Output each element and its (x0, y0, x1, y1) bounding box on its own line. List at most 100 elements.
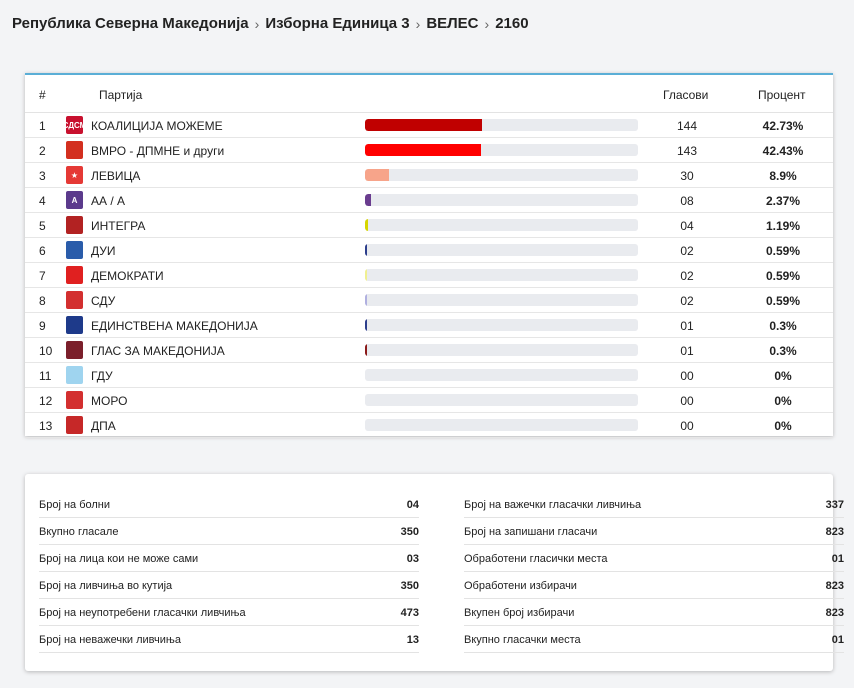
header-percent: Процент (758, 88, 806, 102)
vote-percent: 42.73% (762, 119, 804, 133)
row-number: 11 (39, 369, 52, 383)
stat-value: 337 (825, 499, 844, 511)
vote-share-fill (365, 144, 481, 156)
table-row: 11 ГДУ 00 0% (25, 363, 833, 388)
stat-value: 823 (825, 580, 844, 592)
vote-share-bar (365, 369, 638, 381)
vote-percent: 0.3% (769, 319, 797, 333)
stat-item: Број на запишани гласачи 823 (464, 518, 844, 545)
votes-count: 00 (680, 369, 694, 383)
votes-count: 02 (680, 269, 694, 283)
chevron-right-icon: › (254, 15, 260, 32)
vote-percent: 2.37% (765, 194, 801, 208)
stat-item: Вкупен број избирачи 823 (464, 599, 844, 626)
row-number: 3 (39, 169, 46, 183)
vote-share-bar (365, 269, 638, 281)
party-name: МОРО (91, 394, 128, 408)
stat-label: Вкупно гласале (39, 526, 119, 538)
edinstvena-logo-icon (66, 316, 83, 334)
votes-count: 144 (676, 119, 698, 133)
votes-count: 02 (680, 244, 694, 258)
breadcrumb-country[interactable]: Република Северна Македонија (12, 15, 249, 32)
table-header: # Партија Гласови Процент (25, 75, 833, 113)
table-row: 8 СДУ 02 0.59% (25, 288, 833, 313)
breadcrumb-municipality[interactable]: ВЕЛЕС (426, 15, 479, 32)
party-name: КОАЛИЦИЈА МОЖЕМЕ (91, 119, 223, 133)
breadcrumb-unit[interactable]: Изборна Единица 3 (265, 15, 410, 32)
stat-value: 03 (406, 553, 419, 565)
header-votes: Гласови (663, 88, 709, 102)
vote-percent: 8.9% (769, 169, 797, 183)
vote-share-fill (365, 319, 367, 331)
aa-logo-icon: A (66, 191, 83, 209)
vote-percent: 0% (774, 419, 792, 433)
breadcrumb-station: 2160 (495, 15, 529, 32)
stats-panel: Број на болни 04 Вкупно гласале 350 Број на … (25, 474, 844, 671)
table-row: 5 ИНТЕГРА 04 1.19% (25, 213, 833, 238)
stat-label: Број на неупотребени гласачки ливчиња (39, 607, 246, 619)
row-number: 4 (39, 194, 46, 208)
vote-share-fill (365, 194, 372, 206)
vote-share-fill (365, 294, 367, 306)
votes-count: 01 (680, 319, 694, 333)
glas-logo-icon (66, 341, 83, 359)
stat-value: 04 (406, 499, 419, 511)
chevron-right-icon: › (484, 15, 490, 32)
vote-share-bar (365, 344, 638, 356)
table-row: 4 A АА / А 08 2.37% (25, 188, 833, 213)
vote-share-bar (365, 319, 638, 331)
row-number: 2 (39, 144, 46, 158)
vote-share-bar (365, 194, 638, 206)
votes-count: 00 (680, 419, 694, 433)
stat-item: Обработени гласички места 01 (464, 545, 844, 572)
stat-value: 473 (400, 607, 419, 619)
party-name: ВМРО - ДПМНЕ и други (91, 144, 225, 158)
stat-label: Број на лица кои не може сами (39, 553, 199, 565)
vote-percent: 0.3% (769, 344, 797, 358)
table-row: 10 ГЛАС ЗА МАКЕДОНИЈА 01 0.3% (25, 338, 833, 363)
dui-logo-icon (66, 241, 83, 259)
stat-value: 350 (400, 580, 419, 592)
vote-percent: 0% (774, 369, 792, 383)
vote-share-bar (365, 144, 638, 156)
vote-share-fill (365, 219, 369, 231)
party-name: ДЕМОКРАТИ (91, 269, 164, 283)
header-party: Партија (99, 88, 143, 102)
vote-percent: 42.43% (762, 144, 804, 158)
table-row: 7 ДЕМОКРАТИ 02 0.59% (25, 263, 833, 288)
vote-percent: 0.59% (765, 269, 801, 283)
stat-item: Број на важечки гласачки ливчиња 337 (464, 491, 844, 518)
votes-count: 30 (680, 169, 694, 183)
vote-share-bar (365, 294, 638, 306)
vote-share-fill (365, 344, 367, 356)
party-name: ДПА (91, 419, 116, 433)
votes-count: 01 (680, 344, 694, 358)
table-row: 9 ЕДИНСТВЕНА МАКЕДОНИЈА 01 0.3% (25, 313, 833, 338)
party-name: ЛЕВИЦА (91, 169, 141, 183)
demokrati-logo-icon (66, 266, 83, 284)
vote-percent: 0% (774, 394, 792, 408)
row-number: 12 (39, 394, 53, 408)
table-row: 2 ВМРО - ДПМНЕ и други 143 42.43% (25, 138, 833, 163)
row-number: 8 (39, 294, 46, 308)
stat-label: Вкупен број избирачи (464, 607, 575, 619)
sdsm-logo-icon: СДСМ (66, 116, 83, 134)
vote-share-fill (365, 169, 390, 181)
votes-count: 02 (680, 294, 694, 308)
breadcrumb: Република Северна Македонија › Изборна Е… (12, 15, 529, 32)
table-row: 6 ДУИ 02 0.59% (25, 238, 833, 263)
table-row: 3 ★ ЛЕВИЦА 30 8.9% (25, 163, 833, 188)
levica-logo-icon: ★ (66, 166, 83, 184)
party-name: ДУИ (91, 244, 116, 258)
row-number: 1 (39, 119, 46, 133)
stat-item: Број на лица кои не може сами 03 (39, 545, 419, 572)
stat-value: 823 (825, 607, 844, 619)
row-number: 10 (39, 344, 53, 358)
vote-percent: 1.19% (765, 219, 801, 233)
stat-item: Вкупно гласачки места 01 (464, 626, 844, 653)
stat-item: Вкупно гласале 350 (39, 518, 419, 545)
stat-value: 13 (406, 634, 419, 646)
stat-value: 823 (825, 526, 844, 538)
party-name: СДУ (91, 294, 116, 308)
stat-item: Број на неупотребени гласачки ливчиња 473 (39, 599, 419, 626)
